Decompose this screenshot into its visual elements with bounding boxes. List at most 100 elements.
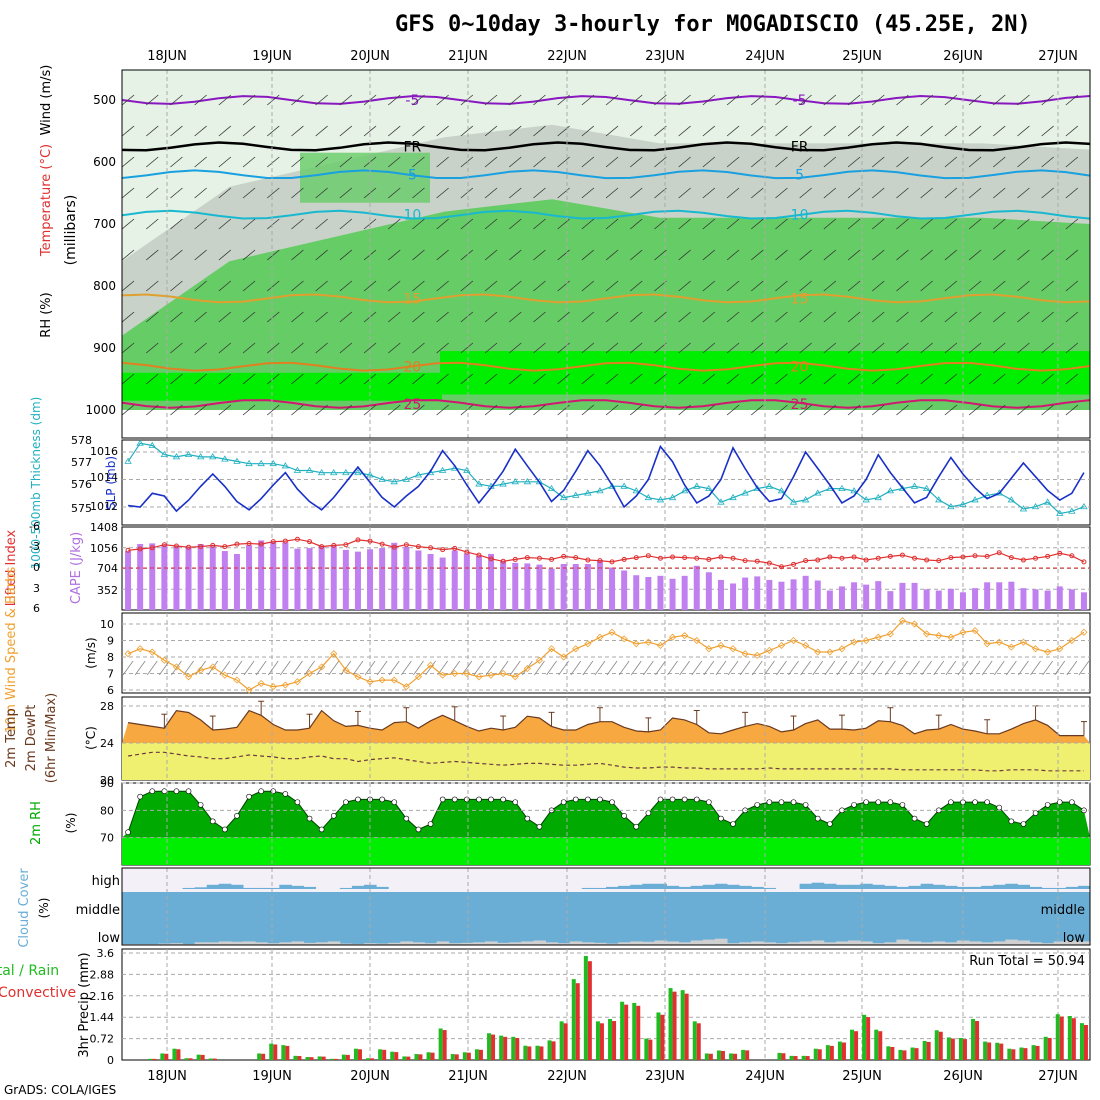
wind-barb-10m (981, 660, 993, 676)
wind-barb-10m (739, 660, 751, 676)
rh-point (827, 821, 833, 827)
wind-barb (920, 404, 933, 416)
wind-barb-10m (860, 660, 872, 676)
isotherm-line (121, 399, 1091, 409)
isotherm-label: FR (404, 140, 422, 156)
lifted-index-point (307, 539, 313, 545)
wind-barb (581, 125, 595, 137)
precip-convective-bar (297, 1056, 302, 1060)
thickness-point (209, 453, 217, 460)
cape-bar (560, 564, 567, 610)
wind-barb (920, 249, 933, 261)
lifted-index-point (391, 544, 397, 550)
cloud-high-bar (678, 886, 692, 889)
cloud-high-bar (751, 886, 764, 889)
dewpoint-axis-label: 2m DewPt (24, 705, 39, 772)
lifted-index-point (464, 549, 470, 555)
date-label-top: 19JUN (252, 49, 292, 64)
thickness-point (184, 450, 193, 457)
precip-convective-bar (539, 1046, 544, 1060)
wind-barb (775, 125, 788, 137)
wind-barb (605, 342, 619, 354)
cloud-high-bar (1053, 887, 1067, 889)
date-label-bottom: 18JUN (147, 1069, 187, 1084)
wind-barb (460, 373, 474, 385)
wind-barb-10m (715, 660, 727, 676)
precip-total-bar (390, 1051, 395, 1060)
rh-point (706, 799, 712, 805)
thickness-point (959, 500, 967, 507)
wind-barb (121, 187, 135, 199)
lifted-index-point (948, 555, 954, 561)
wind-speed-point (1068, 636, 1076, 645)
wind-barb (291, 249, 304, 261)
cloud-low-bar (690, 940, 704, 945)
lifted-index-point (718, 554, 724, 560)
wind-barb (629, 94, 643, 106)
wind-speed-point (826, 648, 834, 656)
rh-point (355, 796, 361, 803)
panel-slp-frame (121, 439, 1091, 526)
wind-barb (799, 311, 812, 323)
date-label-bottom: 21JUN (448, 1069, 488, 1084)
wind-barb (557, 311, 570, 323)
lifted-index-point (379, 541, 385, 547)
cloud-level-label: middle (76, 903, 120, 918)
wind-barb (775, 156, 788, 168)
rh-point (185, 788, 192, 795)
cloud-high-bar (581, 887, 595, 889)
cape-bar (197, 543, 204, 610)
wind-barb (508, 156, 522, 168)
wind-speed-point (959, 628, 967, 636)
wind-barb (1041, 187, 1054, 199)
precip-total-bar (499, 1035, 504, 1060)
wind-barb-10m (1054, 660, 1066, 676)
wind-barb (387, 280, 401, 292)
wind-barb (218, 249, 232, 261)
thickness-point (160, 450, 169, 457)
wind-barb (847, 404, 861, 416)
rh-point (572, 796, 579, 803)
wind-barb-10m (207, 660, 219, 676)
lifted-index-point (355, 537, 361, 543)
wind-barb (605, 187, 619, 199)
wind-barb (242, 249, 256, 261)
wind-barb-10m (800, 660, 811, 676)
rh-point (197, 802, 204, 808)
precip-total-bar (704, 1053, 709, 1060)
thickness-point (305, 466, 314, 473)
cape-bar (318, 545, 325, 610)
wind-barb (339, 94, 353, 106)
dewpoint-fill (122, 743, 1090, 780)
wind-barb (702, 342, 716, 354)
thickness-tick: 577 (71, 456, 92, 469)
wind-barb (920, 125, 933, 137)
cloud-high-bar (351, 885, 365, 889)
precip-total-bar (148, 1058, 153, 1060)
wind-barb (484, 373, 498, 385)
wind-unit-label: (m/s) (84, 637, 98, 668)
cloud-high-bar (872, 884, 885, 889)
wind-barb (847, 373, 861, 385)
thickness-point (886, 487, 895, 494)
precip-total-bar (208, 1058, 213, 1060)
rh-point (137, 793, 143, 800)
wind-barb (387, 94, 401, 106)
wind-barb (170, 187, 183, 199)
precip-convective-bar (962, 1039, 967, 1060)
wind-barb-10m (340, 660, 352, 676)
rh-point (657, 796, 664, 803)
wind-barb (1041, 94, 1054, 106)
cape-bar (258, 540, 265, 610)
thickness-point (390, 478, 398, 485)
wind-barb-10m (788, 660, 799, 676)
lifted-index-point (561, 553, 567, 559)
cloud-low-bar (1077, 941, 1091, 945)
wind-barb (799, 342, 812, 354)
wind-barb (896, 94, 909, 106)
wind-barb (1017, 311, 1030, 323)
thickness-point (463, 466, 471, 473)
wind-barb (145, 280, 159, 292)
cape-bar (802, 575, 809, 610)
precip-convective-bar (975, 1021, 980, 1060)
